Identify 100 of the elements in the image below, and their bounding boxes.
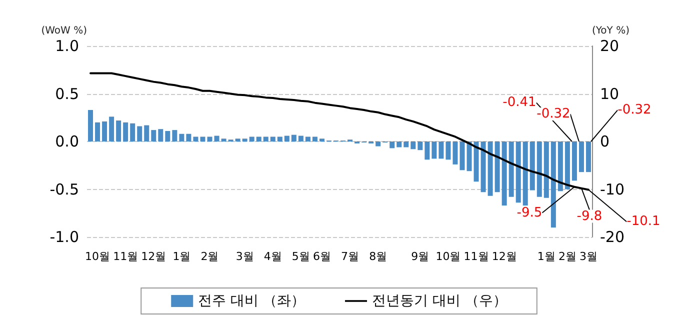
y2-tick-label: -10	[600, 180, 624, 198]
bar	[200, 136, 206, 142]
x-tick-label: 12월	[492, 250, 517, 263]
bar	[460, 142, 465, 170]
x-tick-label: 11월	[113, 250, 138, 263]
bar	[291, 134, 296, 142]
y-tick-label: -0.5	[50, 180, 79, 198]
bar	[586, 142, 591, 172]
y2-axis-title: (YoY %)	[592, 26, 630, 36]
bar	[494, 142, 500, 192]
x-tick-label: 8월	[369, 250, 388, 263]
bar	[396, 142, 402, 148]
y-axis-title: (WoW %)	[41, 26, 88, 36]
x-tick-label: 1월	[537, 250, 556, 263]
x-tick-label: 9월	[411, 250, 430, 263]
bar	[277, 136, 282, 142]
bar	[263, 136, 268, 142]
bar	[158, 129, 164, 142]
bar	[193, 136, 198, 142]
bar	[298, 136, 304, 142]
data-label: -0.32	[536, 106, 570, 122]
x-tick-label: 2월	[200, 250, 219, 263]
bar	[544, 142, 549, 198]
x-tick-label: 10월	[85, 250, 110, 263]
bar	[410, 142, 416, 150]
data-label: -0.41	[502, 95, 536, 110]
x-tick-label: 12월	[141, 250, 166, 263]
bar	[130, 123, 136, 142]
bar	[480, 142, 486, 192]
bar	[432, 142, 437, 159]
bar	[376, 142, 381, 146]
bar	[488, 142, 493, 196]
y2-tick-label: 0	[600, 132, 610, 150]
bar	[319, 138, 324, 142]
bar	[109, 116, 114, 142]
y-tick-label: 0.0	[55, 132, 79, 150]
bar	[530, 142, 535, 190]
y2-tick-label: 20	[600, 37, 620, 55]
bar	[390, 142, 395, 148]
bar	[151, 130, 156, 142]
bar	[144, 125, 150, 142]
y-tick-label: 1.0	[55, 37, 79, 55]
x-tick-label: 5월	[292, 250, 310, 263]
bar	[550, 142, 556, 228]
bar	[516, 142, 521, 203]
data-label: -9.5	[516, 205, 542, 220]
y2-tick-label: 10	[600, 84, 620, 103]
bar	[558, 142, 563, 192]
bar	[305, 136, 310, 142]
x-tick-label: 4월	[264, 250, 282, 263]
bar	[474, 142, 479, 182]
legend-label: 전주 대비 （좌）	[198, 293, 306, 309]
bar	[564, 142, 570, 190]
bar	[438, 142, 444, 159]
bar	[165, 130, 170, 142]
bar	[256, 136, 262, 142]
bar	[179, 134, 184, 142]
bar	[221, 138, 226, 142]
bar	[116, 120, 122, 142]
x-tick-label: 3월	[579, 250, 598, 263]
bar	[102, 121, 108, 142]
x-tick-label: 7월	[341, 250, 360, 263]
data-label: -0.32	[618, 102, 652, 118]
bar	[284, 136, 290, 142]
bar	[572, 142, 577, 181]
bar	[270, 136, 276, 142]
bar	[466, 142, 472, 172]
bar	[123, 122, 128, 142]
x-tick-label: 2월	[558, 250, 576, 263]
bar	[95, 122, 100, 142]
bar	[502, 142, 507, 206]
legend-label: 전년동기 대비 （우）	[372, 293, 507, 309]
x-tick-label: 1월	[172, 250, 191, 263]
bar	[312, 136, 318, 142]
bar	[418, 142, 423, 150]
bar	[424, 142, 430, 160]
bar	[186, 134, 192, 142]
y-tick-label: -1.0	[50, 228, 79, 246]
bar	[452, 142, 458, 164]
bar	[235, 138, 240, 142]
bar	[249, 136, 254, 142]
bar	[508, 142, 514, 197]
bar	[522, 142, 528, 206]
x-tick-label: 6월	[312, 250, 331, 263]
bar	[536, 142, 542, 197]
x-tick-label: 11월	[464, 250, 489, 263]
y2-tick-label: -20	[600, 228, 624, 246]
y-tick-label: 0.5	[55, 84, 79, 103]
bar	[446, 142, 451, 160]
bar	[137, 126, 142, 142]
bar	[242, 138, 248, 142]
data-label: -9.8	[576, 208, 602, 224]
bar	[207, 136, 212, 142]
bar	[88, 110, 94, 142]
bar	[214, 136, 220, 142]
bar	[578, 142, 584, 172]
x-tick-label: 10월	[436, 250, 461, 263]
data-label: -10.1	[626, 214, 660, 230]
bar	[172, 130, 178, 142]
x-tick-label: 3월	[236, 250, 254, 263]
